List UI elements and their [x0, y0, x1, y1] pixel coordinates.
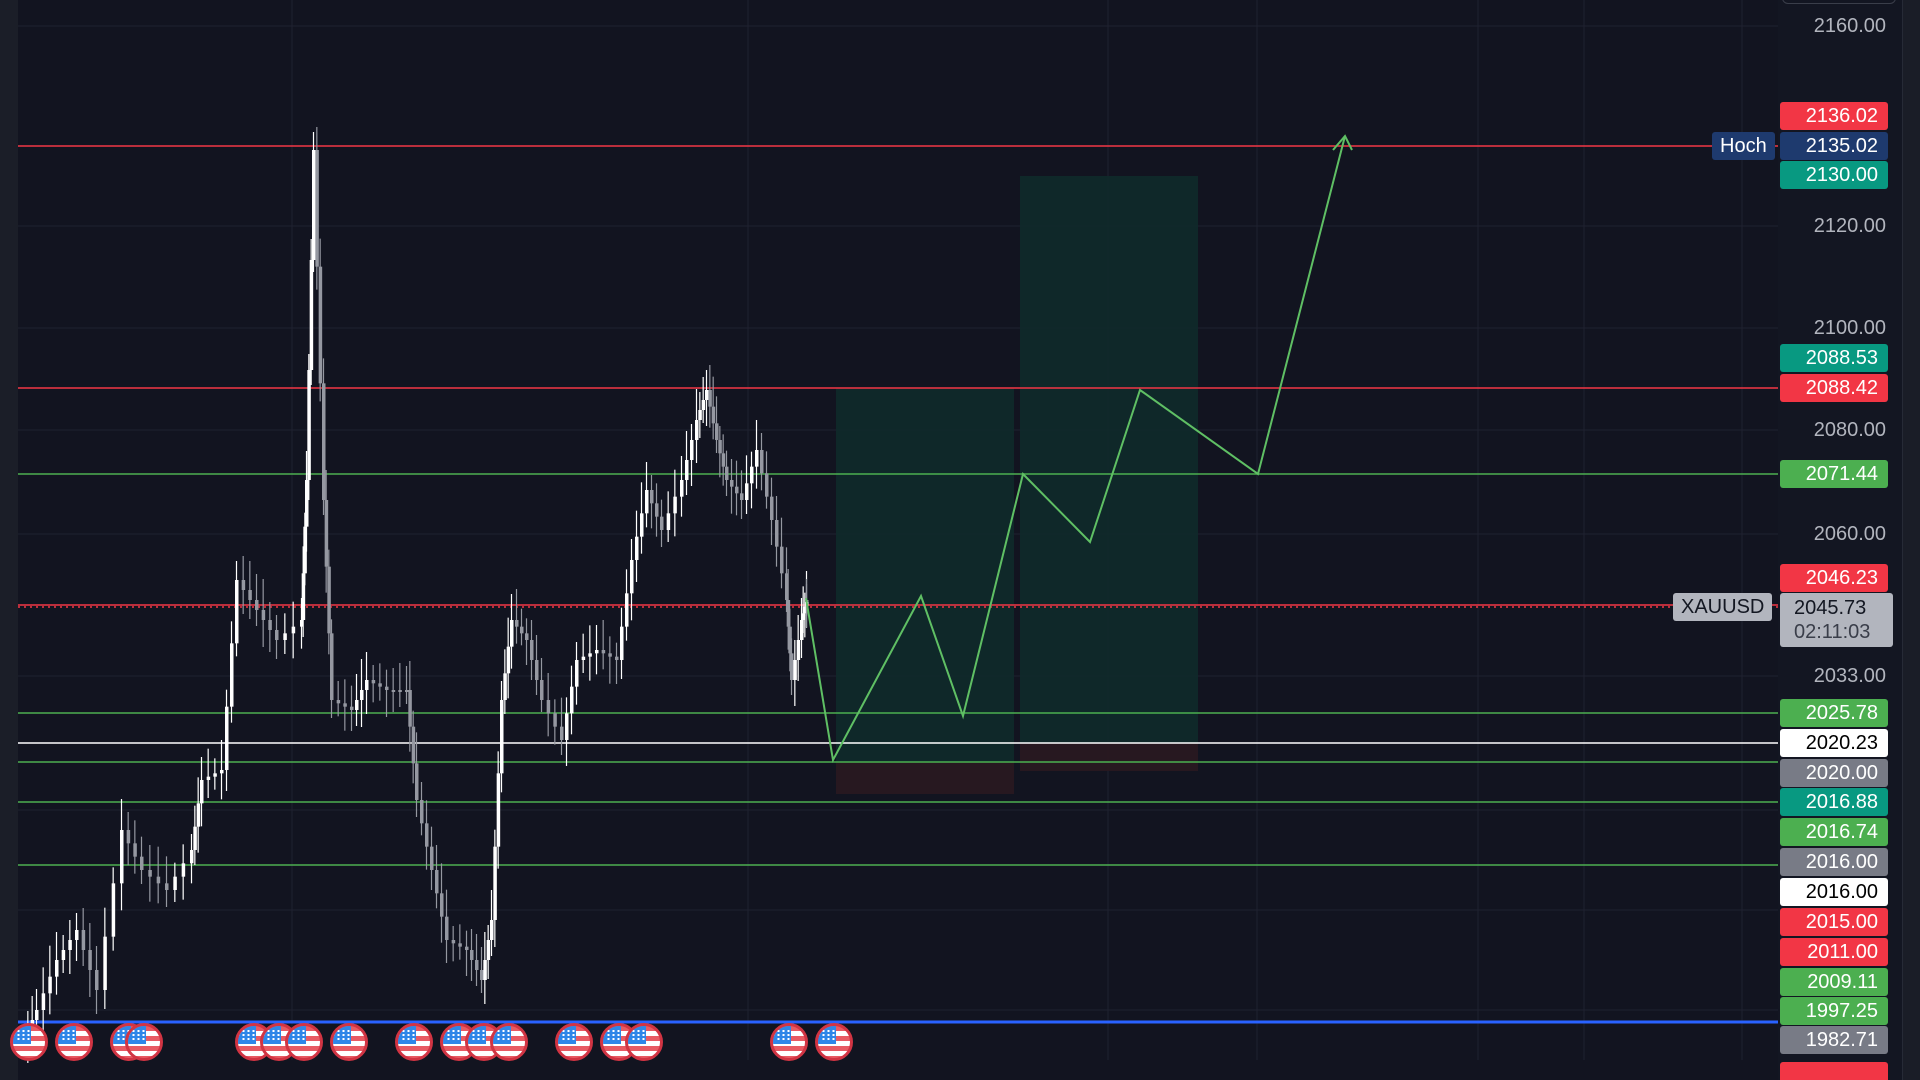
symbol-label: XAUUSD	[1673, 593, 1773, 621]
price-tag-value: 2088.53	[1805, 347, 1878, 369]
price-tag-value: 2020.23	[1805, 732, 1878, 754]
price-tag-value: 2046.23	[1805, 567, 1878, 589]
price-tag-value: 2071.44	[1805, 463, 1878, 485]
price-tag: 2011.00	[1780, 938, 1888, 966]
price-tag-value: 2011.00	[1807, 941, 1878, 963]
price-tag: 2025.78	[1780, 699, 1888, 727]
price-tag-value: 2016.00	[1805, 881, 1878, 903]
us-flag-icon[interactable]	[330, 1023, 368, 1061]
price-tag: 2015.00	[1780, 908, 1888, 936]
price-tag: 1982.71	[1780, 1026, 1888, 1054]
high-label: Hoch	[1712, 132, 1775, 160]
price-tick: 2120.00	[1813, 215, 1886, 237]
current-price-box: 2045.73 02:11:03	[1780, 593, 1893, 647]
price-tag: 2088.42	[1780, 374, 1888, 402]
price-tag-value: 1982.71	[1805, 1029, 1878, 1051]
price-tag: 2016.74	[1780, 818, 1888, 846]
price-tag: 2016.00	[1780, 878, 1888, 906]
price-tag: 2071.44	[1780, 460, 1888, 488]
price-tag-value: 2016.88	[1805, 791, 1878, 813]
price-tick: 2080.00	[1813, 419, 1886, 441]
price-tag-value: 2009.11	[1807, 971, 1878, 993]
us-flag-icon[interactable]	[770, 1023, 808, 1061]
us-flag-icon[interactable]	[815, 1023, 853, 1061]
price-tag-value: 2016.74	[1805, 821, 1878, 843]
price-tag-partial	[1780, 1062, 1888, 1080]
us-flag-icon[interactable]	[555, 1023, 593, 1061]
price-tag-value: 2016.00	[1805, 851, 1878, 873]
us-flag-icon[interactable]	[395, 1023, 433, 1061]
price-tag: 2016.00	[1780, 848, 1888, 876]
price-tag: 2135.02	[1780, 132, 1888, 160]
us-flag-icon[interactable]	[285, 1023, 323, 1061]
us-flag-icon[interactable]	[10, 1023, 48, 1061]
price-tag-value: 2025.78	[1805, 702, 1878, 724]
price-tag-value: 2135.02	[1805, 135, 1878, 157]
price-tag-value: 2130.00	[1805, 164, 1878, 186]
price-tag: 2046.23	[1780, 564, 1888, 592]
price-tag: 2016.88	[1780, 788, 1888, 816]
price-tag: 1997.25	[1780, 997, 1888, 1025]
price-tag-value: 2088.42	[1805, 377, 1878, 399]
us-flag-icon[interactable]	[55, 1023, 93, 1061]
price-tag: 2020.00	[1780, 759, 1888, 787]
price-tag-value: 2020.00	[1805, 762, 1878, 784]
us-flag-icon[interactable]	[490, 1023, 528, 1061]
price-tag-value: 2015.00	[1805, 911, 1878, 933]
us-flag-icon[interactable]	[125, 1023, 163, 1061]
price-tick: 2033.00	[1813, 665, 1886, 687]
price-tag: 2130.00	[1780, 161, 1888, 189]
price-tick: 2160.00	[1813, 15, 1886, 37]
current-price: 2045.73	[1794, 597, 1867, 619]
price-tag-value: 2136.02	[1805, 105, 1878, 127]
price-tag: 2088.53	[1780, 344, 1888, 372]
price-tag: 2009.11	[1780, 968, 1888, 996]
price-tag: 2020.23	[1780, 729, 1888, 757]
price-tag-value: 1997.25	[1805, 1000, 1878, 1022]
us-flag-icon[interactable]	[625, 1023, 663, 1061]
bar-countdown: 02:11:03	[1794, 621, 1871, 643]
price-tick: 2060.00	[1813, 523, 1886, 545]
us-flag-icon[interactable]	[465, 1023, 503, 1061]
right-scrollbar[interactable]	[1902, 0, 1920, 1080]
left-toolbar-strip	[0, 0, 18, 1080]
price-tick: 2100.00	[1813, 317, 1886, 339]
price-tag: 2136.02	[1780, 102, 1888, 130]
